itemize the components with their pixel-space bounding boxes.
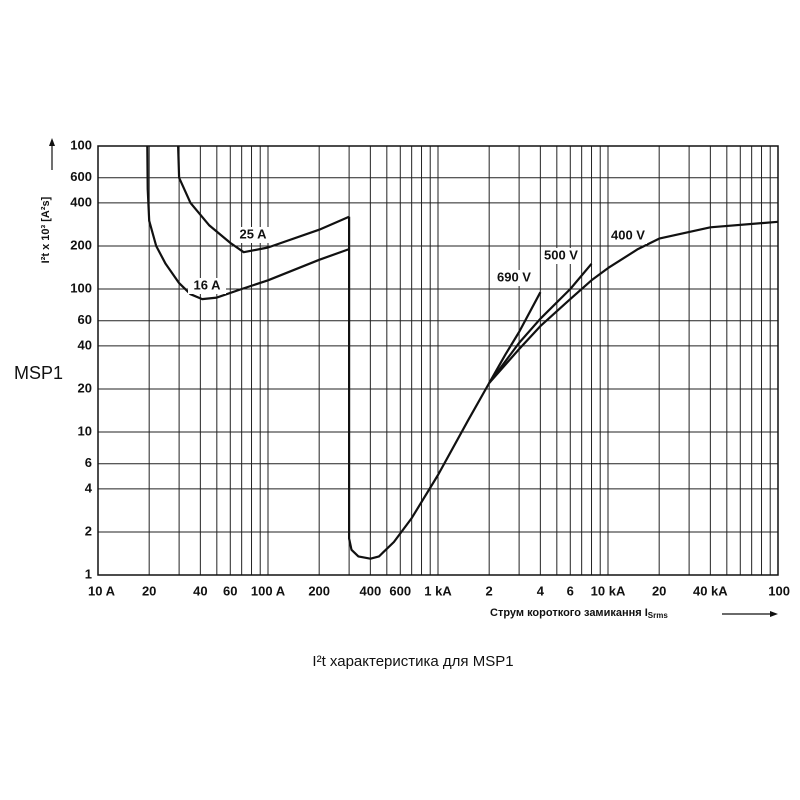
series-line [488,291,542,384]
caption: I²t характеристика для MSP1 [312,653,513,670]
series-label: 500 V [544,247,578,262]
series-label: 400 V [611,227,645,242]
x-tick-label: 4 [537,583,545,598]
series-label: 690 V [497,269,531,284]
y-tick-label: 100 [70,137,92,152]
series-line [146,145,350,301]
x-axis-label-sub: Srms [648,611,669,620]
y-tick-label: 60 [78,312,92,327]
y-arrow-head [49,138,55,146]
y-tick-label: 4 [85,480,93,495]
y-tick-label: 100 [70,280,92,295]
y-tick-label: 2 [85,523,92,538]
series-label: 25 A [240,226,268,241]
x-tick-label: 20 [142,583,156,598]
series-line [177,145,350,254]
x-tick-label: 10 kA [591,583,626,598]
y-tick-label: 40 [78,337,92,352]
series-label-bg [542,248,580,264]
x-axis-label: Струм короткого замикання ISrms [490,607,668,620]
x-tick-label: 20 [652,583,666,598]
x-arrow-head [770,611,778,617]
plot-frame [97,145,779,576]
x-tick-label: 200 [308,583,330,598]
series-label: 16 A [194,277,222,292]
y-axis-label: I²t x 10³ [A²s] [40,196,52,263]
x-tick-label: 600 [389,583,411,598]
y-tick-label: 1 [85,566,92,581]
series-line [488,263,593,384]
x-tick-label: 6 [567,583,574,598]
y-tick-label: 6 [85,455,92,470]
series-label-bg [609,228,647,244]
x-tick-label: 40 kA [693,583,728,598]
x-tick-label: 400 [359,583,381,598]
series-line [348,216,779,560]
x-axis-label-main: Струм короткого замикання I [490,607,648,619]
x-tick-label: 2 [486,583,493,598]
series-label-bg [234,227,272,243]
y-tick-label: 400 [70,194,92,209]
x-tick-label: 1 kA [424,583,452,598]
x-tick-label: 10 A [88,583,116,598]
series-label-bg [495,270,533,286]
x-tick-label: 60 [223,583,237,598]
y-tick-label: 10 [78,423,92,438]
x-tick-label: 40 [193,583,207,598]
y-tick-label: 200 [70,237,92,252]
x-tick-label: 100 [768,583,790,598]
y-tick-label: 600 [70,169,92,184]
series-label-bg [188,278,226,294]
x-tick-label: 100 A [251,583,286,598]
side-label: MSP1 [14,363,63,383]
y-tick-label: 20 [78,380,92,395]
